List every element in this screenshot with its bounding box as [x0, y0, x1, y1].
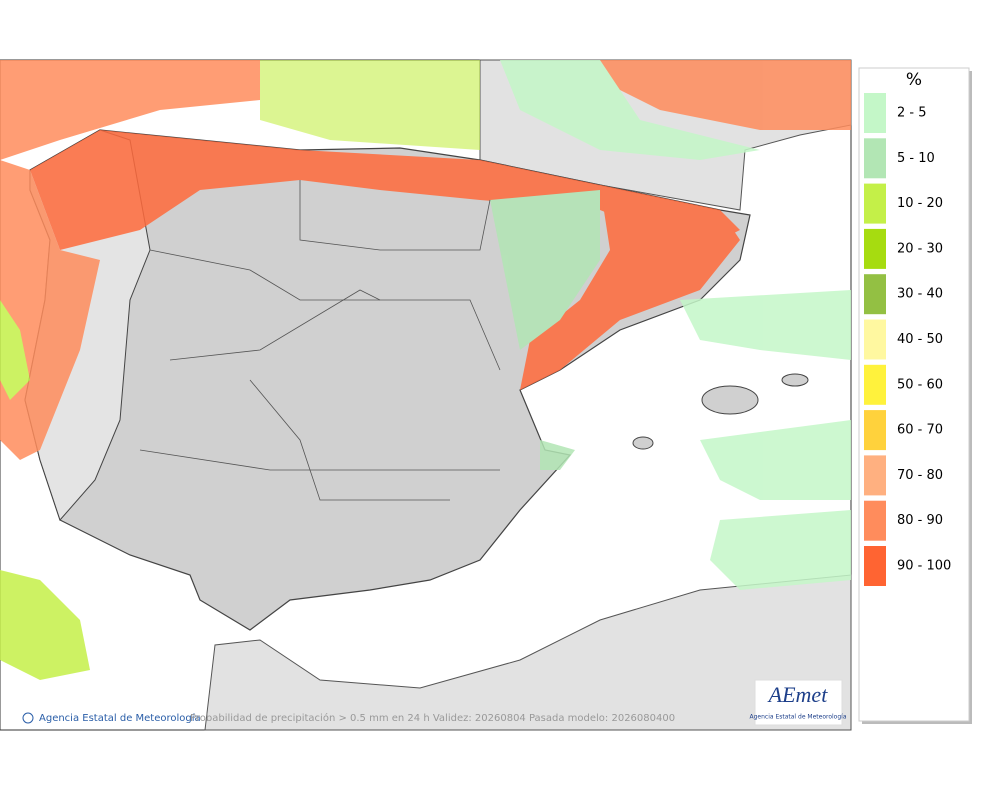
logo: AEmet Agencia Estatal de Meteorología	[750, 679, 847, 726]
africa	[204, 574, 852, 731]
legend-label: 10 - 20	[897, 196, 943, 211]
logo-box	[754, 679, 843, 726]
legend-label: 20 - 30	[897, 241, 943, 256]
legend-swatch	[864, 228, 886, 269]
legend-label: 70 - 80	[897, 468, 943, 483]
mallorca	[701, 385, 759, 415]
credit: Agencia Estatal de Meteorología	[39, 712, 201, 724]
legend-label: 40 - 50	[897, 332, 943, 347]
legend-label: 30 - 40	[897, 287, 943, 302]
legend-swatch	[864, 364, 886, 405]
legend-label: 80 - 90	[897, 513, 943, 528]
legend-title: %	[906, 70, 922, 90]
legend-label: 90 - 100	[897, 559, 951, 574]
legend-swatch	[864, 410, 886, 451]
legend-swatch	[864, 274, 886, 315]
precip-overlay	[0, 60, 851, 680]
logo-name: AEmet	[767, 682, 829, 707]
legend-label: 5 - 10	[897, 151, 935, 166]
legend-label: 60 - 70	[897, 423, 943, 438]
legend-label: 50 - 60	[897, 377, 943, 392]
legend-swatch	[864, 319, 886, 360]
region-borders	[139, 180, 501, 501]
footer: Agencia Estatal de Meteorología Probabil…	[22, 712, 675, 724]
legend-label: 2 - 5	[897, 106, 927, 121]
map	[0, 59, 852, 731]
legend-swatch	[864, 183, 886, 224]
legend-swatch	[864, 93, 886, 133]
legend: % 2 - 5 5 - 10 10 - 20 20 - 30 30 - 40 40 - 5…	[858, 67, 972, 724]
legend-swatch	[864, 546, 886, 586]
copyright-icon	[22, 712, 34, 724]
ibiza	[632, 436, 654, 450]
logo-subtitle: Agencia Estatal de Meteorología	[750, 714, 847, 721]
menorca	[781, 373, 809, 387]
legend-swatch	[864, 455, 886, 496]
caption: Probabilidad de precipitación > 0.5 mm e…	[190, 712, 675, 724]
legend-swatch	[864, 138, 886, 179]
legend-swatch	[864, 500, 886, 541]
